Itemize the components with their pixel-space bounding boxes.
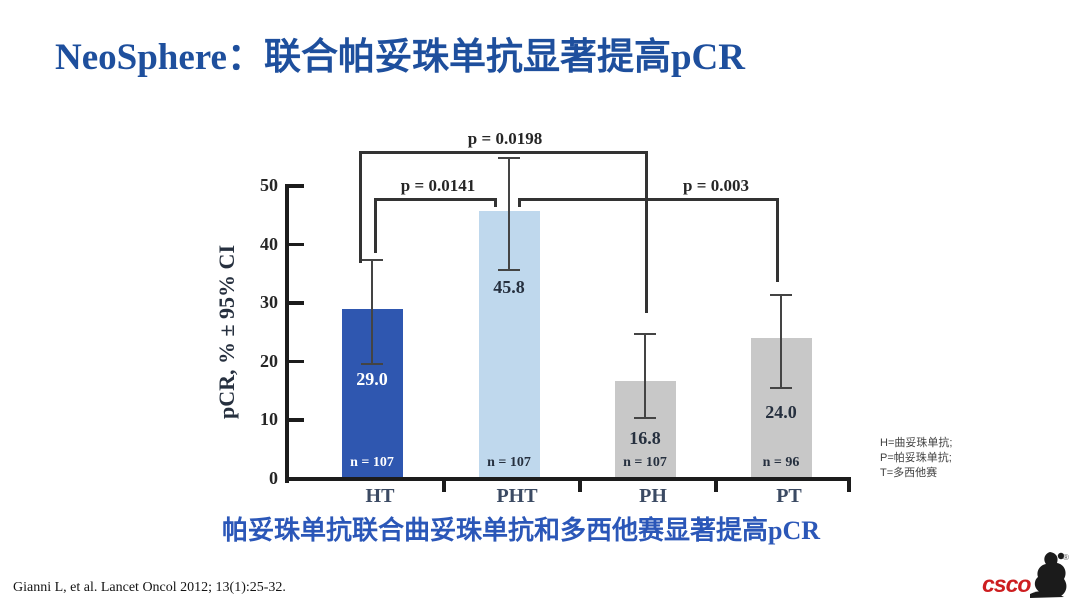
bar-n-label: n = 107 (623, 455, 667, 470)
x-axis-category-label: HT (365, 485, 395, 507)
legend-line-p: P=帕妥珠单抗; (880, 452, 952, 464)
slide-title-zh: ：联合帕妥珠单抗显著提高pCR (226, 37, 746, 78)
x-axis-tick (714, 481, 718, 492)
bracket-bar (518, 198, 779, 201)
bracket-right-leg (494, 198, 497, 207)
bar-value-label: 24.0 (765, 402, 797, 422)
error-bar-cap-top (498, 157, 520, 160)
slide-title-en: NeoSphere (55, 37, 227, 78)
x-axis-tick (847, 481, 851, 492)
csco-logo-text: csco (982, 571, 1031, 597)
csco-logo: csco ® (980, 550, 1072, 602)
error-bar-line (780, 293, 782, 389)
bracket-left-leg (359, 151, 362, 263)
bracket-bar (374, 198, 497, 201)
bar-value-label: 45.8 (493, 277, 525, 297)
error-bar-line (371, 259, 373, 365)
p-value-label: p = 0.0141 (400, 176, 476, 195)
legend-line-h: H=曲妥珠单抗; (880, 437, 953, 449)
x-axis-category-label: PH (639, 485, 667, 507)
y-axis-tick-label: 40 (260, 233, 278, 254)
x-axis-category-label: PT (776, 485, 802, 507)
bracket-left-leg (518, 198, 521, 207)
p-value-label: p = 0.003 (683, 176, 749, 195)
y-axis-line (285, 184, 289, 483)
bar-value-label: 16.8 (629, 428, 661, 448)
registered-trademark: ® (1063, 553, 1069, 562)
csco-brush-figure-icon (1030, 552, 1067, 598)
y-axis-label: pCR, % ± 95% CI (214, 244, 239, 420)
y-axis-tick (289, 477, 304, 481)
bracket-left-leg (374, 198, 377, 253)
y-axis-tick (289, 184, 304, 188)
bracket-right-leg (645, 151, 648, 313)
x-axis-tick (442, 481, 446, 492)
error-bar-cap-bottom (498, 268, 520, 271)
error-bar-cap-top (634, 333, 656, 336)
y-axis-tick-label: 0 (269, 468, 278, 488)
p-value-label: p = 0.0198 (467, 129, 543, 148)
bar-value-label: 29.0 (356, 369, 388, 389)
bar-n-label: n = 107 (487, 455, 531, 470)
legend-line-t: T=多西他赛 (880, 467, 938, 479)
error-bar-line (644, 333, 646, 419)
y-axis-tick-label: 20 (260, 350, 278, 371)
bar-n-label: n = 96 (762, 455, 800, 470)
y-axis-tick (289, 359, 304, 364)
error-bar-cap-top (361, 259, 383, 262)
bracket-right-leg (776, 198, 779, 282)
y-axis-tick-label: 10 (260, 409, 278, 430)
reference-citation: Gianni L, et al. Lancet Oncol 2012; 13(1… (13, 580, 286, 595)
y-axis-tick-label: 30 (260, 292, 278, 313)
x-axis-line (285, 477, 851, 481)
y-axis-tick-label: 50 (260, 175, 278, 195)
error-bar-cap-top (770, 293, 792, 296)
error-bar-cap-bottom (361, 362, 383, 365)
bar-n-label: n = 107 (350, 455, 394, 470)
x-axis-category-label: PHT (496, 485, 538, 507)
error-bar-line (508, 157, 510, 271)
x-axis-tick (578, 481, 582, 492)
y-axis-tick (289, 418, 304, 422)
bracket-bar (359, 151, 648, 154)
y-axis-tick (289, 301, 304, 305)
conclusion-caption: 帕妥珠单抗联合曲妥珠单抗和多西他赛显著提高pCR (222, 516, 821, 545)
treatment-abbreviation-legend: H=曲妥珠单抗; P=帕妥珠单抗; T=多西他赛 (880, 436, 952, 481)
error-bar-cap-bottom (634, 416, 656, 419)
error-bar-cap-bottom (770, 386, 792, 389)
y-axis-tick (289, 242, 304, 247)
slide-title: NeoSphere：联合帕妥珠单抗显著提高pCR (55, 26, 745, 80)
